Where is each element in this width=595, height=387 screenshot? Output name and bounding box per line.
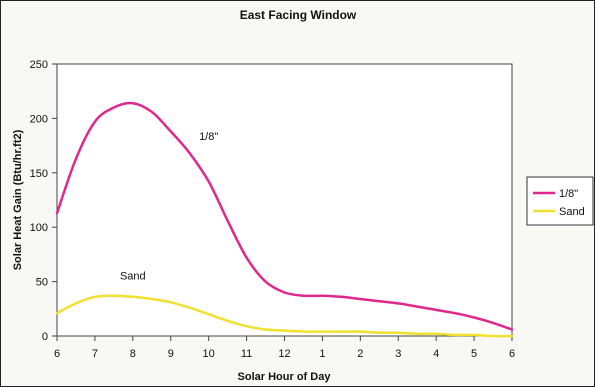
x-tick-label: 12 <box>278 348 290 360</box>
y-tick-label: 0 <box>42 331 48 343</box>
x-tick-label: 1 <box>319 348 325 360</box>
x-tick-label: 5 <box>471 348 477 360</box>
annotation-label: 1/8" <box>199 131 218 143</box>
x-tick-label: 3 <box>395 348 401 360</box>
x-tick-label: 6 <box>509 348 515 360</box>
x-tick-label: 8 <box>130 348 136 360</box>
series-line-0 <box>55 101 514 331</box>
x-tick-label: 10 <box>203 348 215 360</box>
series-lines <box>55 101 514 338</box>
x-tick-label: 9 <box>168 348 174 360</box>
x-tick-label: 4 <box>433 348 439 360</box>
legend-box <box>526 176 594 226</box>
x-tick-label: 2 <box>357 348 363 360</box>
series-line-1 <box>55 294 514 338</box>
y-tick-label: 50 <box>36 277 48 289</box>
y-axis: 0 50 100 150 200 250 <box>30 59 57 343</box>
y-tick-label: 200 <box>30 113 48 125</box>
x-axis: 6 7 8 9 10 11 12 1 2 3 4 5 6 <box>54 336 515 360</box>
x-axis-label: Solar Hour of Day <box>238 371 332 383</box>
annotations: 1/8" Sand <box>120 131 218 282</box>
plot-area <box>56 63 513 337</box>
x-tick-label: 11 <box>241 348 252 360</box>
legend: 1/8" Sand <box>526 176 594 226</box>
x-tick-label: 7 <box>92 348 98 360</box>
y-tick-label: 100 <box>30 222 48 234</box>
x-tick-label: 6 <box>54 348 60 360</box>
chart-title: East Facing Window <box>240 8 357 22</box>
y-tick-label: 250 <box>30 59 48 71</box>
legend-label: Sand <box>559 206 585 218</box>
legend-label: 1/8" <box>559 188 578 200</box>
y-axis-label: Solar Heat Gain (Btu/hr.ft2) <box>12 129 24 270</box>
annotation-label: Sand <box>120 270 146 282</box>
y-tick-label: 150 <box>30 168 48 180</box>
